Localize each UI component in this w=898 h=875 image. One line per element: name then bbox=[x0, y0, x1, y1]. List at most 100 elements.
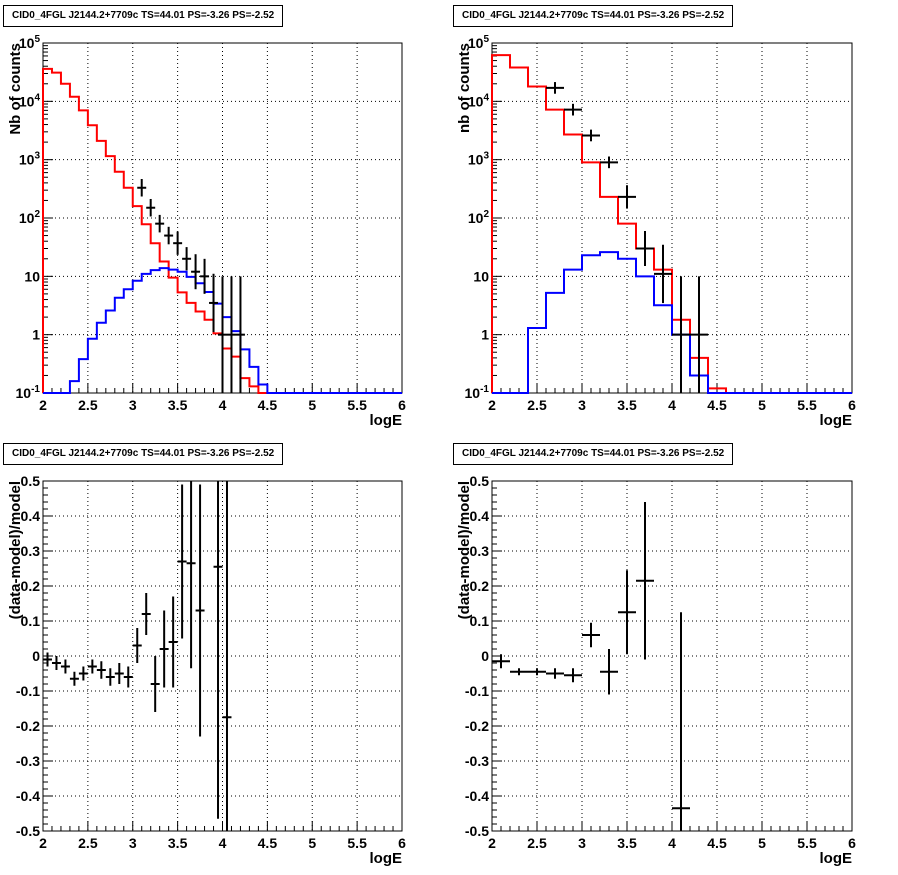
residual-point bbox=[105, 668, 115, 686]
x-tick-label: 5 bbox=[308, 397, 316, 413]
x-tick-label: 2.5 bbox=[527, 835, 547, 851]
data-point bbox=[690, 276, 708, 393]
x-tick-label: 3.5 bbox=[617, 835, 637, 851]
x-tick-label: 6 bbox=[398, 397, 406, 413]
data-point bbox=[209, 273, 219, 333]
chart-title: CID0_4FGL J2144.2+7709c TS=44.01 PS=-3.2… bbox=[3, 5, 284, 27]
residual-point bbox=[43, 652, 52, 667]
data-point bbox=[191, 254, 201, 290]
y-axis-label: (data-model)/model bbox=[456, 481, 473, 619]
y-axis-label: (data-model)/model bbox=[7, 481, 24, 619]
x-tick-label: 4.5 bbox=[258, 397, 278, 413]
y-tick-label: 0.5 bbox=[21, 473, 41, 489]
x-axis-label: logE bbox=[370, 412, 403, 429]
residual-point bbox=[528, 668, 546, 676]
y-tick-label: 0.1 bbox=[21, 613, 41, 629]
residual-point bbox=[546, 668, 564, 679]
residual-point bbox=[177, 484, 187, 639]
y-tick-label: 1 bbox=[32, 327, 40, 343]
y-tick-label: 103 bbox=[19, 151, 41, 168]
residual-point bbox=[510, 668, 528, 676]
x-tick-label: 2.5 bbox=[78, 397, 98, 413]
y-tick-label: -0.1 bbox=[465, 683, 489, 699]
data-point bbox=[582, 129, 600, 142]
x-tick-label: 4 bbox=[219, 397, 227, 413]
y-tick-label: 0 bbox=[481, 648, 489, 664]
component-model-histogram bbox=[492, 251, 852, 394]
x-tick-label: 4.5 bbox=[707, 397, 727, 413]
x-tick-label: 5 bbox=[758, 835, 766, 851]
y-tick-label: 0.1 bbox=[470, 613, 490, 629]
x-tick-label: 2 bbox=[488, 835, 496, 851]
x-tick-label: 3 bbox=[129, 397, 137, 413]
data-point bbox=[137, 179, 147, 197]
residual-point bbox=[186, 481, 196, 669]
residual-point bbox=[87, 659, 97, 674]
residual-point bbox=[222, 481, 232, 831]
x-tick-label: 4 bbox=[668, 397, 676, 413]
data-point bbox=[654, 244, 672, 304]
x-tick-label: 5.5 bbox=[347, 397, 367, 413]
data-point bbox=[200, 258, 210, 294]
residual-point bbox=[141, 593, 151, 635]
chart-title: CID0_4FGL J2144.2+7709c TS=44.01 PS=-3.2… bbox=[453, 443, 734, 465]
y-tick-label: 0.5 bbox=[470, 473, 490, 489]
y-tick-label: 104 bbox=[468, 92, 490, 109]
data-point bbox=[164, 226, 174, 245]
residual-point bbox=[69, 671, 79, 686]
residual-point bbox=[582, 622, 600, 648]
data-point bbox=[636, 231, 654, 267]
x-tick-label: 5 bbox=[308, 835, 316, 851]
residual-point bbox=[123, 666, 133, 688]
x-tick-label: 3 bbox=[129, 835, 137, 851]
y-tick-label: 102 bbox=[468, 209, 490, 226]
residual-point bbox=[195, 484, 205, 737]
residual-point bbox=[618, 570, 636, 655]
x-tick-label: 3.5 bbox=[617, 397, 637, 413]
residual-point bbox=[213, 481, 223, 819]
x-tick-label: 3 bbox=[578, 397, 586, 413]
x-tick-label: 2 bbox=[39, 397, 47, 413]
x-tick-label: 5 bbox=[758, 397, 766, 413]
y-tick-label: 103 bbox=[468, 151, 490, 168]
data-point bbox=[600, 156, 618, 169]
y-tick-label: 10-1 bbox=[16, 384, 41, 401]
y-tick-label: 0.3 bbox=[21, 543, 41, 559]
x-tick-label: 5.5 bbox=[797, 835, 817, 851]
y-tick-label: -0.5 bbox=[465, 823, 489, 839]
chart-title: CID0_4FGL J2144.2+7709c TS=44.01 PS=-3.2… bbox=[453, 5, 734, 27]
x-tick-label: 5.5 bbox=[347, 835, 367, 851]
x-axis-label: logE bbox=[370, 850, 403, 867]
x-tick-label: 2 bbox=[488, 397, 496, 413]
y-tick-label: -0.4 bbox=[16, 788, 40, 804]
x-tick-label: 6 bbox=[848, 835, 856, 851]
y-tick-label: 10 bbox=[473, 268, 489, 284]
residual-point bbox=[51, 656, 61, 670]
residual-point bbox=[636, 502, 654, 660]
residual-point bbox=[672, 612, 690, 831]
x-tick-label: 4.5 bbox=[258, 835, 278, 851]
residual-point bbox=[78, 666, 88, 681]
residual-point bbox=[168, 596, 178, 688]
x-axis-label: logE bbox=[820, 412, 853, 429]
y-tick-label: 0.2 bbox=[21, 578, 41, 594]
residual-point bbox=[114, 663, 124, 684]
x-tick-label: 6 bbox=[398, 835, 406, 851]
y-tick-label: 0 bbox=[32, 648, 40, 664]
x-tick-label: 4 bbox=[668, 835, 676, 851]
y-tick-label: 0.4 bbox=[470, 508, 490, 524]
y-tick-label: -0.3 bbox=[465, 753, 489, 769]
y-tick-label: -0.1 bbox=[16, 683, 40, 699]
total-model-histogram bbox=[491, 54, 852, 394]
x-tick-label: 6 bbox=[848, 397, 856, 413]
y-tick-label: -0.5 bbox=[16, 823, 40, 839]
y-tick-label: 0.4 bbox=[21, 508, 41, 524]
data-point bbox=[618, 185, 636, 209]
residual-point bbox=[600, 649, 618, 695]
y-tick-label: -0.4 bbox=[465, 788, 489, 804]
data-point bbox=[672, 276, 690, 393]
residual-point bbox=[492, 654, 510, 669]
residual-point bbox=[132, 628, 142, 663]
residual-point bbox=[564, 668, 582, 683]
y-tick-label: 104 bbox=[19, 92, 41, 109]
